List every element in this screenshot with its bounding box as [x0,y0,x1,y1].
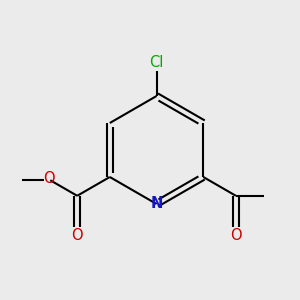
Text: N: N [150,196,163,211]
Text: O: O [43,171,55,186]
Text: O: O [230,228,242,243]
Text: Cl: Cl [149,55,164,70]
Text: O: O [71,228,83,243]
